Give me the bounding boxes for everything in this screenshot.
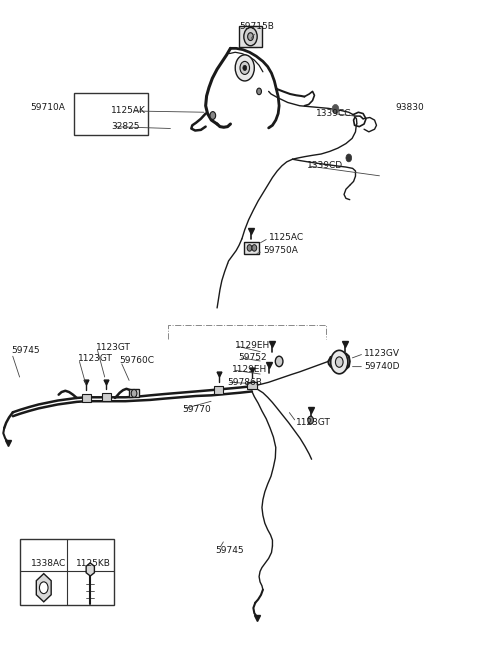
Text: 93830: 93830	[395, 103, 424, 111]
Circle shape	[240, 62, 250, 75]
Polygon shape	[86, 563, 95, 576]
Circle shape	[131, 390, 137, 398]
Text: 1125AC: 1125AC	[269, 233, 304, 242]
Text: 1129EH: 1129EH	[232, 365, 267, 375]
Circle shape	[252, 245, 257, 251]
Text: 59750A: 59750A	[263, 246, 298, 255]
Circle shape	[276, 356, 283, 367]
Bar	[129, 390, 139, 398]
Bar	[102, 394, 111, 402]
Text: 1123GT: 1123GT	[78, 354, 113, 364]
Bar	[239, 26, 262, 47]
Circle shape	[248, 33, 253, 41]
Text: 1125KB: 1125KB	[75, 559, 110, 568]
Polygon shape	[36, 574, 51, 602]
Bar	[247, 382, 257, 390]
Circle shape	[336, 357, 343, 367]
Circle shape	[346, 154, 352, 162]
Text: 1123GT: 1123GT	[96, 343, 131, 352]
Text: 1125AK: 1125AK	[111, 107, 146, 115]
Text: 59745: 59745	[11, 346, 39, 356]
Bar	[82, 394, 91, 402]
Bar	[74, 93, 148, 135]
Text: 59786B: 59786B	[227, 378, 262, 387]
Text: 59710A: 59710A	[30, 103, 65, 111]
Text: 1339CD: 1339CD	[307, 161, 343, 170]
Bar	[250, 383, 257, 388]
Text: 59715B: 59715B	[239, 22, 274, 31]
Bar	[214, 386, 223, 394]
Text: 59745: 59745	[215, 546, 244, 555]
Circle shape	[257, 88, 262, 95]
Circle shape	[235, 55, 254, 81]
Circle shape	[308, 416, 313, 424]
Circle shape	[332, 104, 339, 113]
Bar	[21, 540, 114, 605]
Circle shape	[39, 582, 48, 593]
Text: 1338AC: 1338AC	[31, 559, 66, 568]
Text: 1339CC: 1339CC	[316, 109, 352, 118]
Circle shape	[210, 111, 216, 119]
Text: 1123GV: 1123GV	[364, 349, 400, 358]
Text: 32825: 32825	[111, 122, 140, 131]
Text: 59752: 59752	[239, 353, 267, 362]
Circle shape	[251, 381, 256, 389]
Text: 59760C: 59760C	[120, 356, 155, 365]
Circle shape	[243, 66, 247, 71]
Bar	[244, 242, 259, 253]
Text: 1123GT: 1123GT	[296, 418, 331, 426]
Text: 59740D: 59740D	[364, 362, 399, 371]
Text: 59770: 59770	[183, 405, 212, 413]
Circle shape	[247, 245, 252, 251]
Circle shape	[244, 28, 257, 46]
Circle shape	[331, 350, 348, 374]
Text: 1129EH: 1129EH	[235, 341, 270, 350]
